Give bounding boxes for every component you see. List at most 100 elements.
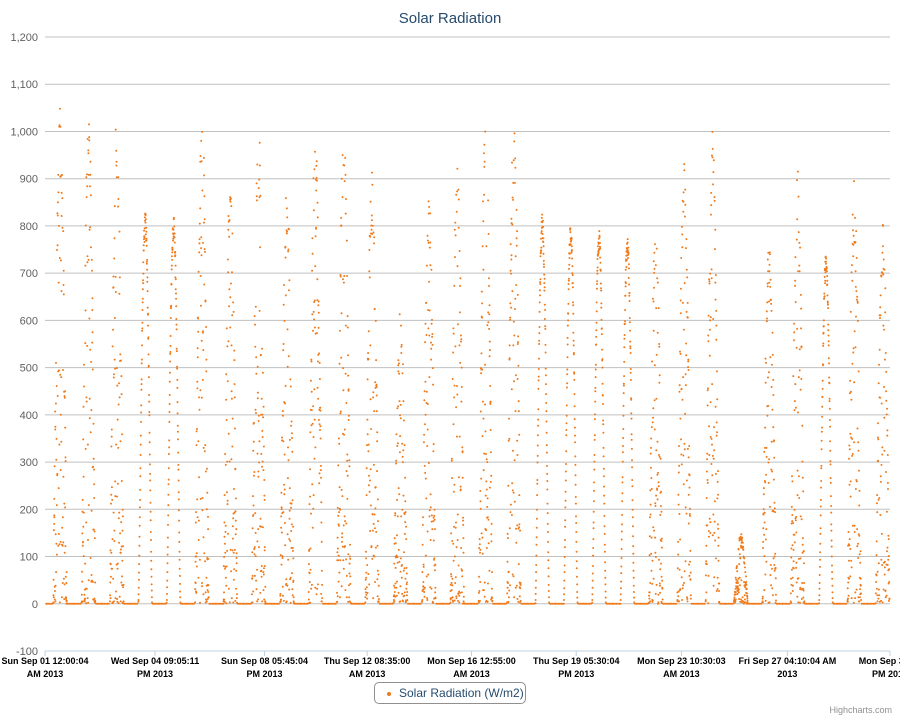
data-point	[803, 582, 806, 584]
data-point	[791, 514, 794, 516]
data-point	[308, 581, 311, 583]
data-point	[763, 589, 766, 592]
data-point	[174, 250, 177, 253]
data-point	[746, 597, 749, 600]
data-point	[793, 400, 796, 403]
data-point	[87, 149, 90, 152]
data-point	[138, 571, 140, 574]
data-point	[323, 602, 326, 605]
data-point	[688, 486, 691, 489]
data-point	[371, 171, 373, 174]
data-point	[621, 451, 624, 454]
data-point	[396, 556, 399, 558]
data-point	[685, 247, 687, 250]
data-point	[702, 602, 704, 605]
data-point	[424, 380, 427, 383]
data-point	[63, 598, 66, 600]
data-point	[424, 554, 427, 557]
credits-link[interactable]: Highcharts.com	[829, 705, 892, 715]
data-point	[829, 449, 832, 452]
data-point	[94, 600, 97, 603]
data-point	[765, 560, 768, 563]
data-point	[166, 592, 168, 595]
data-point	[357, 602, 360, 605]
data-point	[283, 284, 285, 286]
data-point	[682, 454, 685, 457]
data-point	[169, 335, 172, 337]
data-point	[675, 602, 678, 605]
data-point	[394, 595, 397, 598]
data-point	[287, 355, 290, 358]
data-point	[563, 556, 566, 558]
data-point	[441, 602, 444, 605]
data-point	[119, 532, 122, 535]
data-point	[450, 457, 453, 460]
data-point	[490, 540, 493, 543]
data-point	[887, 555, 890, 558]
data-point	[224, 567, 226, 570]
data-point	[260, 569, 263, 572]
data-point	[397, 487, 400, 490]
data-point	[546, 512, 549, 515]
data-point	[224, 531, 227, 533]
data-point	[798, 241, 801, 244]
data-point	[458, 311, 461, 314]
data-point	[483, 143, 486, 146]
data-point	[850, 390, 852, 393]
data-point	[263, 565, 266, 567]
data-point	[171, 246, 174, 249]
data-point	[859, 561, 862, 564]
data-point	[856, 427, 859, 430]
data-point	[500, 602, 503, 605]
data-point	[599, 261, 602, 264]
data-point	[828, 407, 831, 410]
data-point	[790, 547, 793, 550]
data-point	[880, 558, 883, 561]
data-point	[458, 601, 461, 604]
data-point	[409, 602, 412, 605]
data-point	[169, 371, 171, 374]
legend[interactable]: Solar Radiation (W/m2)	[374, 682, 526, 704]
data-point	[354, 602, 357, 605]
data-point	[868, 602, 870, 605]
data-point	[572, 301, 574, 304]
data-point	[312, 436, 315, 438]
data-point	[819, 542, 822, 545]
data-point	[165, 599, 168, 601]
data-point	[139, 488, 142, 491]
data-point	[315, 176, 318, 179]
data-point	[173, 236, 176, 239]
data-point	[709, 401, 712, 404]
data-point	[515, 527, 518, 530]
data-point	[290, 523, 293, 526]
data-point	[684, 560, 687, 563]
data-point	[751, 602, 754, 605]
data-point	[109, 563, 112, 566]
data-point	[451, 477, 454, 480]
data-point	[93, 483, 96, 486]
data-point	[310, 360, 313, 363]
data-point	[405, 538, 408, 541]
data-point	[680, 463, 683, 466]
data-point	[507, 596, 510, 599]
data-point	[485, 488, 488, 491]
data-point	[195, 552, 198, 555]
data-point	[402, 400, 405, 403]
data-point	[397, 359, 400, 362]
data-point	[486, 497, 489, 500]
data-point	[829, 463, 832, 466]
data-point	[380, 602, 383, 605]
data-point	[393, 537, 396, 540]
data-point	[113, 358, 116, 361]
data-point	[853, 330, 856, 333]
data-point	[326, 602, 329, 605]
data-point	[219, 602, 222, 605]
data-point	[197, 270, 200, 273]
data-point	[56, 212, 59, 215]
data-point	[847, 597, 849, 600]
data-point	[739, 584, 741, 587]
data-point	[178, 558, 181, 561]
data-point	[175, 328, 178, 331]
data-point	[819, 551, 822, 554]
data-point	[367, 330, 370, 333]
